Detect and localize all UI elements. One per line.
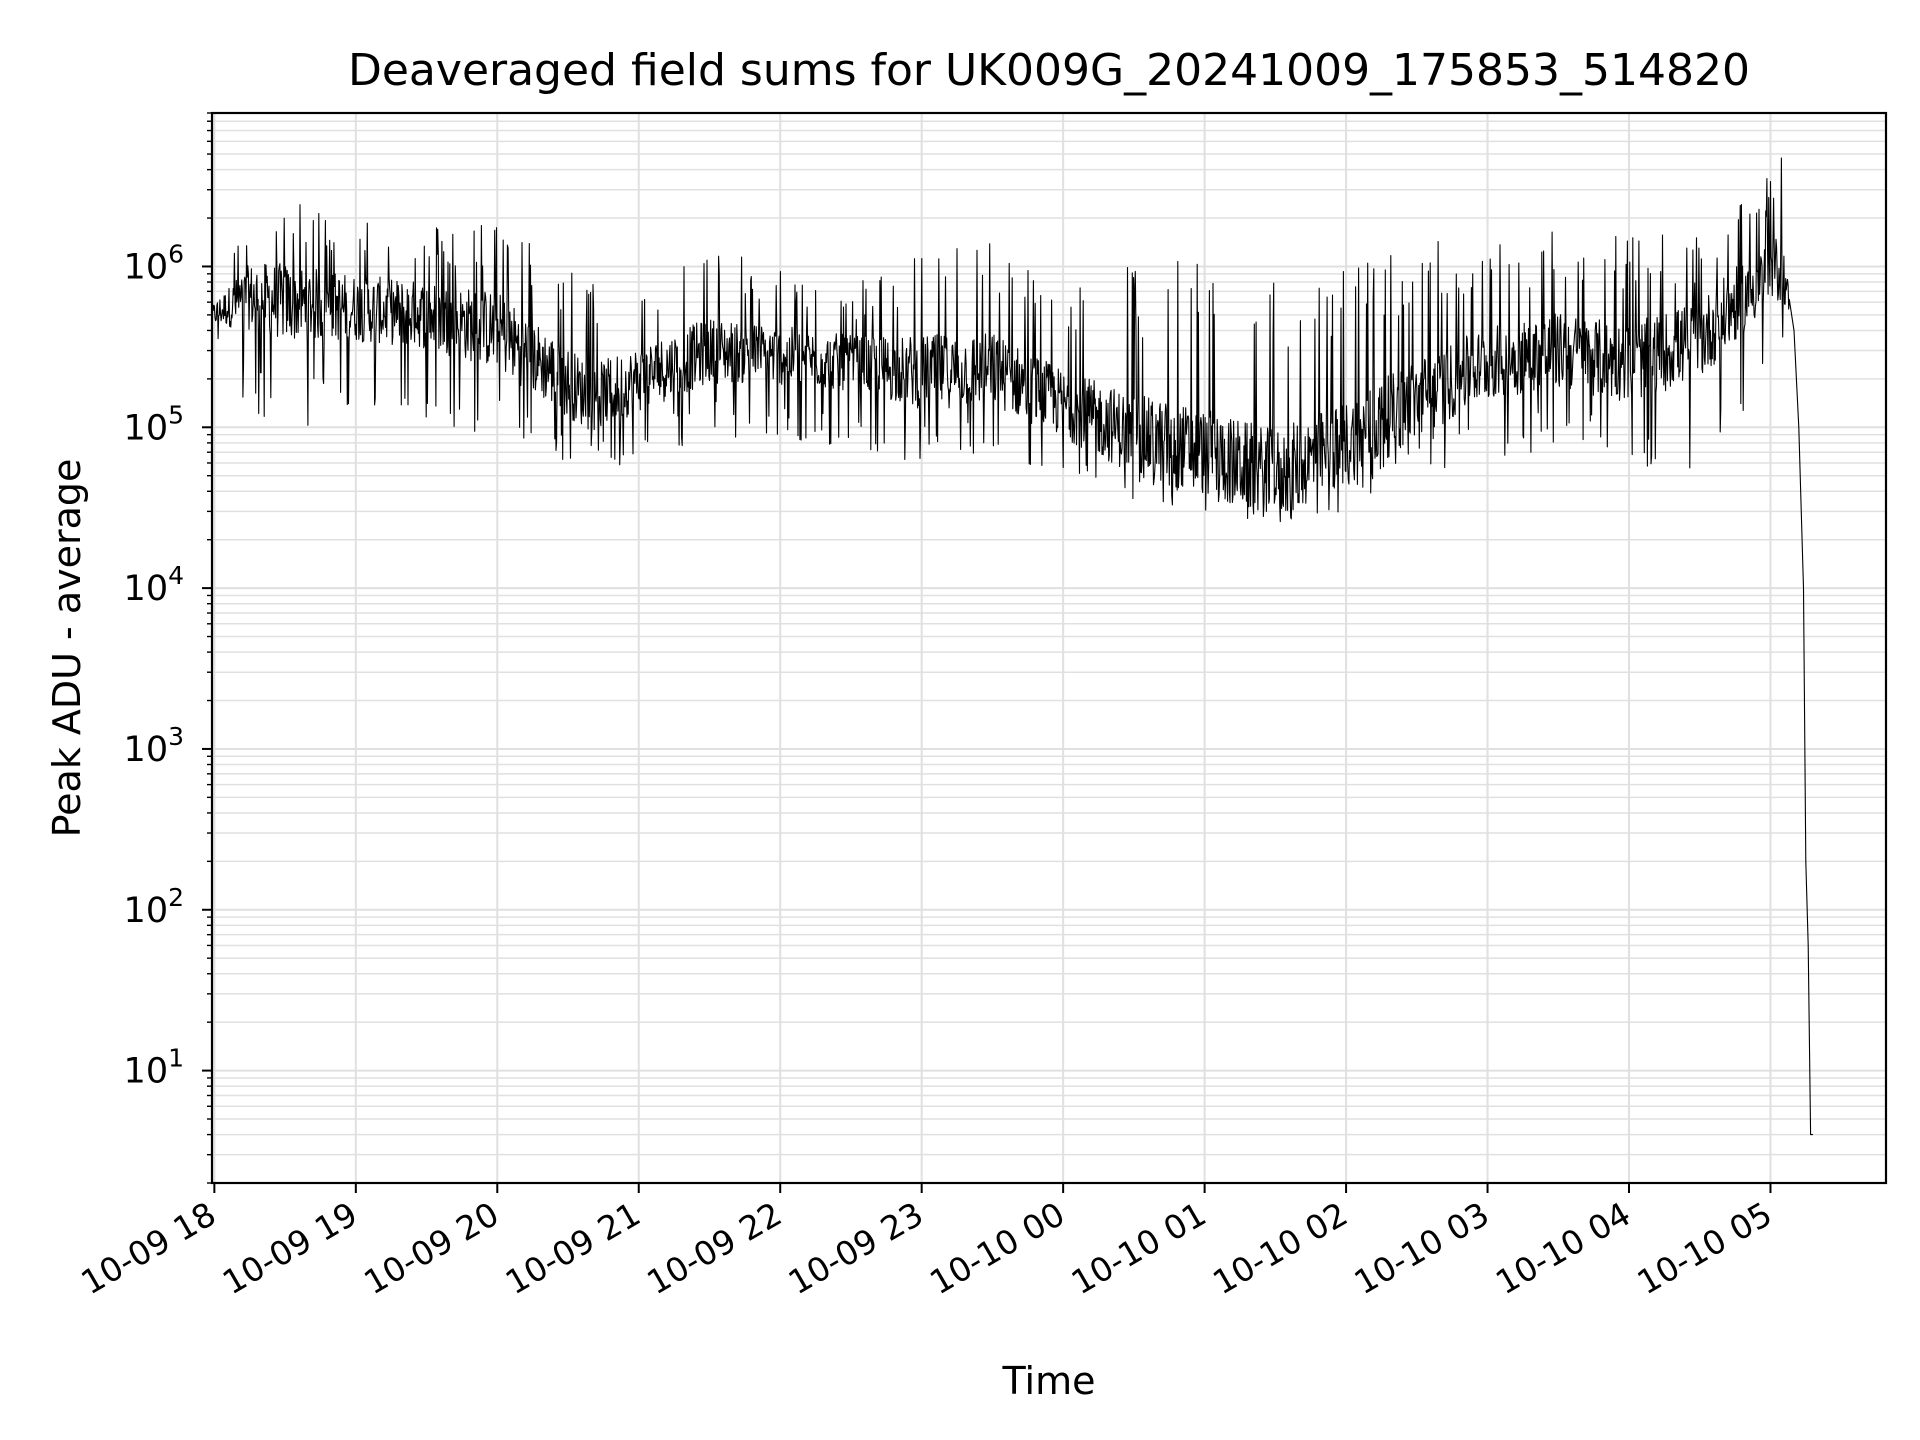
grid-lines <box>212 112 1886 1184</box>
y-tick-label: 105 <box>124 400 184 448</box>
y-tick-labels: 101 102 103 104 105 106 <box>124 239 184 1091</box>
series-line <box>211 157 1813 1136</box>
plot-frame <box>210 111 1888 1185</box>
y-tick-label: 104 <box>124 561 184 609</box>
y-tick-label: 102 <box>124 883 184 931</box>
y-tick-label: 101 <box>124 1044 184 1092</box>
tick-marks <box>202 112 1772 1193</box>
y-tick-label: 103 <box>124 722 184 770</box>
y-tick-label: 106 <box>124 239 184 287</box>
y-axis-label: Peak ADU - average <box>45 459 89 838</box>
chart-title: Deaveraged field sums for UK009G_2024100… <box>348 45 1750 96</box>
x-axis-label: Time <box>1002 1359 1096 1403</box>
